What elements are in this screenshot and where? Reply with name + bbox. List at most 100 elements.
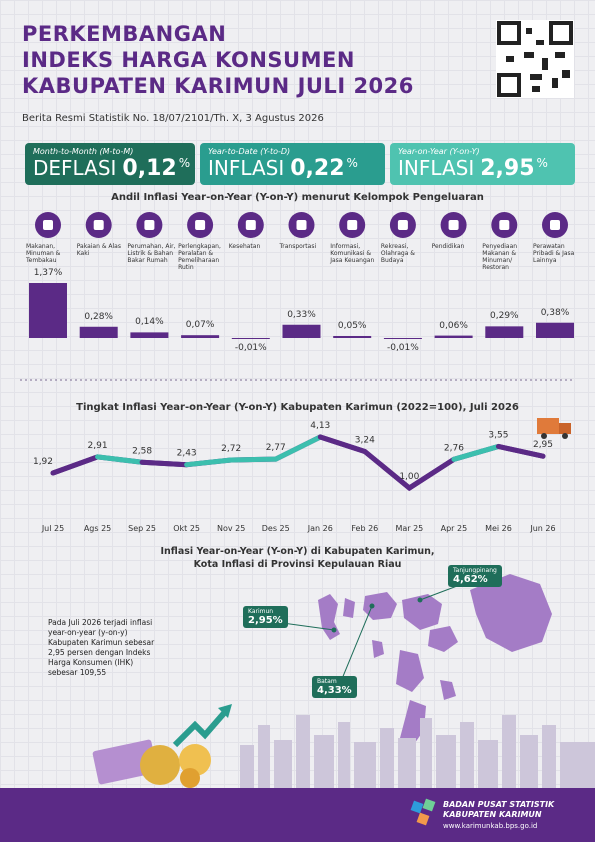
value-label: 0,07%	[185, 320, 215, 331]
callout-dot	[417, 597, 423, 603]
category-label: Informasi, Komunikasi & Jasa Keuangan	[330, 243, 375, 264]
value-label: -0,01%	[234, 343, 267, 353]
summary-box: Month-to-Month (M-to-M) DEFLASI 0,12%	[25, 143, 195, 185]
bar	[79, 326, 118, 338]
value-label: 4,13	[310, 421, 330, 431]
footer-band	[0, 788, 595, 842]
city-value: 2,95%	[248, 615, 283, 626]
x-tick-label: Okt 25	[173, 524, 200, 533]
icon-glyph	[195, 220, 206, 230]
value-label: 2,58	[132, 446, 152, 456]
city-callout: Batam 4,33%	[312, 676, 357, 698]
line-segment	[317, 434, 368, 455]
bar	[181, 335, 220, 338]
category-label: Pendidikan	[431, 243, 465, 250]
icon-glyph	[448, 220, 459, 230]
summary-unit: %	[536, 156, 548, 170]
line-segment	[495, 443, 546, 459]
line-segment	[50, 454, 101, 476]
bar-chart-title: Andil Inflasi Year-on-Year (Y-on-Y) menu…	[111, 192, 484, 203]
city-name: Tanjungpinang	[453, 567, 497, 574]
title-line: KABUPATEN KARIMUN JULI 2026	[22, 74, 414, 98]
x-tick-label: Mar 25	[395, 524, 423, 533]
bar	[29, 283, 67, 338]
note: Pada Juli 2026 terjadi inflasi year-on-y…	[48, 618, 155, 677]
icon-glyph	[43, 220, 53, 230]
truck-icon	[537, 418, 571, 439]
line-segment	[273, 434, 323, 462]
icon-glyph	[245, 220, 256, 230]
x-tick-label: Apr 25	[441, 524, 468, 533]
value-label: 0,29%	[490, 311, 519, 322]
value-label: 0,33%	[287, 309, 316, 320]
icon-glyph	[550, 220, 560, 230]
icon-glyph	[144, 220, 155, 230]
summary-value: 0,12	[122, 156, 177, 181]
bps-logo	[410, 798, 436, 826]
city-value: 4,62%	[453, 574, 488, 585]
city-value: 4,33%	[317, 685, 352, 696]
line-segment	[228, 456, 279, 463]
category-label: Perawatan Pribadi & Jasa Lainnya	[533, 243, 575, 264]
value-label: 3,55	[488, 430, 508, 440]
map-title: Kota Inflasi di Provinsi Kepulauan Riau	[193, 559, 402, 570]
value-label: 0,38%	[540, 307, 570, 318]
x-tick-label: Nov 25	[217, 524, 245, 533]
value-label: 0,06%	[439, 320, 468, 331]
summary-value: 2,95	[480, 156, 535, 181]
summary-status: INFLASI	[208, 156, 285, 180]
category-label: Perumahan, Air, Listrik & Bahan Bakar Ru…	[127, 243, 176, 264]
value-label: 2,95	[533, 440, 553, 450]
category-label: Penyediaan Makanan & Minuman/ Restoran	[482, 243, 518, 271]
title-line: INDEKS HARGA KONSUMEN	[22, 48, 355, 72]
map-title: Inflasi Year-on-Year (Y-on-Y) di Kabupat…	[160, 546, 435, 557]
icon-glyph	[397, 220, 408, 230]
summary-label: Month-to-Month (M-to-M)	[33, 147, 134, 156]
bar	[282, 324, 321, 338]
x-tick-label: Ags 25	[84, 524, 111, 533]
org-name: BADAN PUSAT STATISTIK	[443, 800, 555, 809]
bar	[231, 338, 270, 339]
icon-glyph	[499, 220, 510, 230]
org-name: KABUPATEN KARIMUN	[443, 810, 542, 819]
summary-unit: %	[346, 156, 358, 170]
map-shapes	[318, 574, 552, 750]
x-tick-label: Feb 26	[351, 524, 378, 533]
summary-box: Year-to-Date (Y-to-D) INFLASI 0,22%	[200, 143, 385, 185]
x-tick-label: Des 25	[262, 524, 290, 533]
value-label: 2,91	[88, 441, 108, 451]
x-tick-label: Mei 26	[485, 524, 512, 533]
category-label: Transportasi	[279, 243, 317, 250]
value-label: 2,43	[177, 449, 197, 459]
line-segment	[139, 459, 190, 468]
value-label: 3,24	[355, 436, 375, 446]
bar	[383, 338, 422, 339]
summary-value: 0,22	[290, 156, 345, 181]
line-segment	[362, 449, 412, 491]
icon-glyph	[93, 220, 104, 230]
summary-label: Year-on-Year (Y-on-Y)	[398, 147, 480, 156]
value-label: 0,28%	[84, 311, 113, 322]
summary-status: DEFLASI	[33, 156, 117, 180]
category-label: Perlengkapan, Peralatan & Pemeliharaan R…	[178, 243, 221, 271]
value-label: 0,05%	[337, 320, 367, 331]
summary-box: Year-on-Year (Y-on-Y) INFLASI 2,95%	[390, 143, 575, 185]
city-callout: Tanjungpinang 4,62%	[448, 565, 502, 587]
value-label: -0,01%	[386, 343, 419, 353]
category-label: Makanan, Minuman & Tembakau	[26, 243, 61, 264]
value-label: 1,37%	[33, 268, 63, 278]
icon-glyph	[347, 220, 358, 230]
summary-label: Year-to-Date (Y-to-D)	[208, 147, 291, 156]
category-label: Kesehatan	[228, 243, 261, 250]
value-label: 2,72	[221, 444, 241, 454]
value-label: 1,92	[33, 457, 53, 467]
x-tick-label: Jan 26	[307, 524, 333, 533]
category-label: Rekreasi, Olahraga & Budaya	[380, 243, 415, 264]
summary-unit: %	[178, 156, 191, 170]
line-segment	[406, 456, 457, 491]
value-label: 0,14%	[135, 317, 164, 328]
city-callout: Karimun 2,95%	[243, 606, 288, 628]
callout-dot	[369, 603, 375, 609]
icon-glyph	[296, 220, 307, 230]
